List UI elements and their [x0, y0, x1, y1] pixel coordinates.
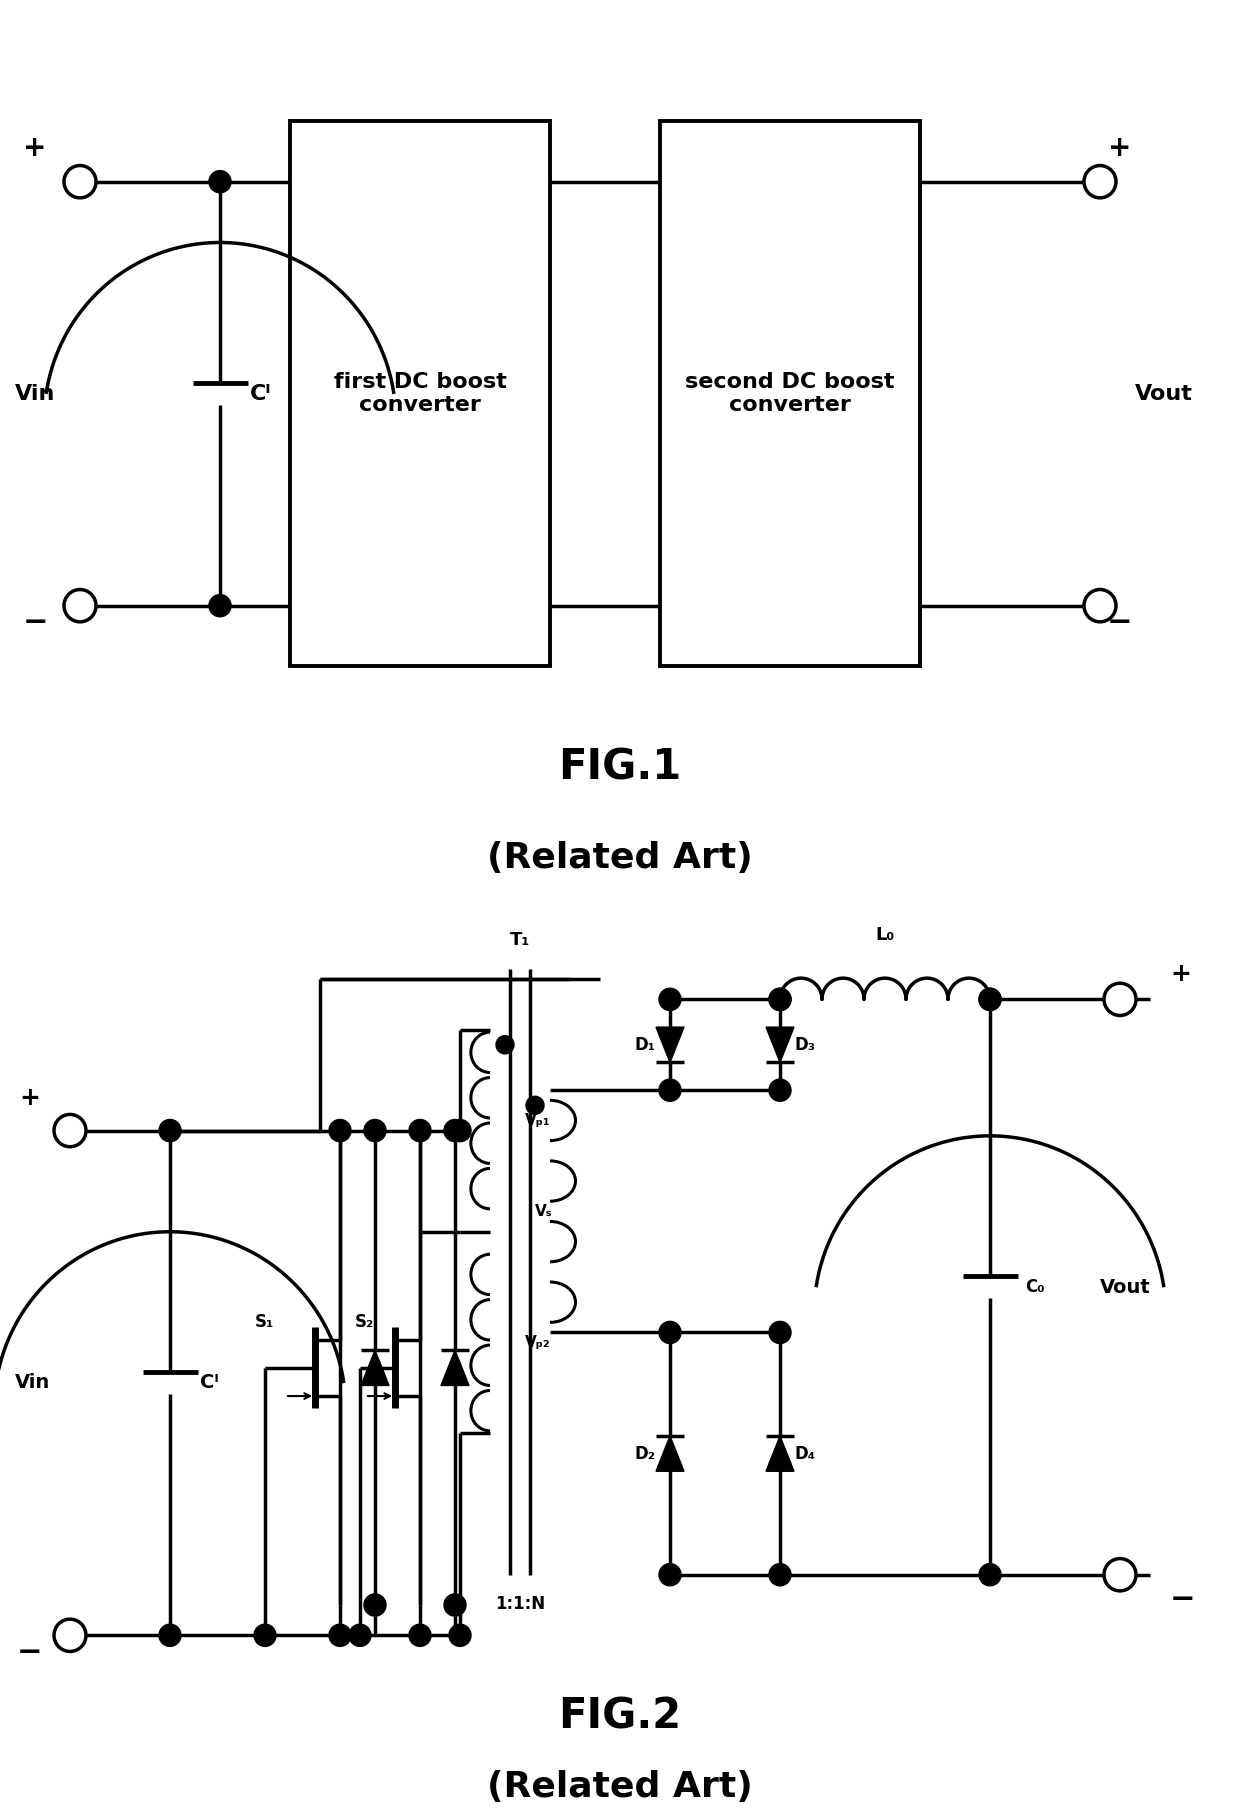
Text: Vₛ: Vₛ [534, 1205, 553, 1219]
Text: S₂: S₂ [355, 1314, 374, 1332]
Text: Vout: Vout [1135, 383, 1193, 403]
Text: (Related Art): (Related Art) [487, 841, 753, 876]
Polygon shape [361, 1350, 389, 1385]
Circle shape [254, 1624, 277, 1646]
Circle shape [769, 988, 791, 1010]
Text: T₁: T₁ [510, 930, 531, 948]
Circle shape [1104, 983, 1136, 1016]
Text: +: + [20, 1087, 41, 1110]
Circle shape [769, 1079, 791, 1101]
Text: Vin: Vin [15, 383, 56, 403]
Text: first DC boost
converter: first DC boost converter [334, 372, 506, 416]
Circle shape [329, 1119, 351, 1141]
Circle shape [329, 1624, 351, 1646]
Circle shape [64, 165, 95, 198]
Circle shape [1084, 165, 1116, 198]
Text: D₃: D₃ [795, 1036, 816, 1054]
Text: FIG.1: FIG.1 [558, 747, 682, 789]
Circle shape [409, 1119, 432, 1141]
Circle shape [444, 1594, 466, 1615]
Text: (Related Art): (Related Art) [487, 1770, 753, 1804]
Text: Cᴵ: Cᴵ [250, 383, 272, 403]
Circle shape [526, 1096, 544, 1114]
Text: +: + [24, 134, 47, 162]
Text: L₀: L₀ [875, 927, 894, 943]
Circle shape [1084, 589, 1116, 621]
Circle shape [658, 1564, 681, 1586]
Text: −: − [17, 1637, 42, 1666]
Text: D₂: D₂ [634, 1445, 655, 1463]
Text: Vₚ₁: Vₚ₁ [525, 1114, 551, 1128]
Circle shape [769, 1564, 791, 1586]
Text: C₀: C₀ [1025, 1277, 1044, 1296]
Text: +: + [1171, 963, 1190, 987]
Text: second DC boost
converter: second DC boost converter [686, 372, 895, 416]
Text: +: + [1109, 134, 1132, 162]
Text: Vin: Vin [15, 1374, 51, 1392]
Circle shape [409, 1624, 432, 1646]
Circle shape [1104, 1559, 1136, 1592]
Circle shape [55, 1619, 86, 1652]
Text: −: − [1171, 1586, 1195, 1615]
Text: −: − [1107, 609, 1133, 638]
Text: 1:1:N: 1:1:N [495, 1595, 546, 1613]
Text: D₄: D₄ [795, 1445, 816, 1463]
Circle shape [159, 1624, 181, 1646]
Polygon shape [656, 1027, 684, 1063]
Circle shape [64, 589, 95, 621]
Polygon shape [766, 1435, 794, 1472]
Circle shape [658, 988, 681, 1010]
Text: S₁: S₁ [255, 1314, 274, 1332]
Circle shape [210, 594, 231, 616]
Text: Cᴵ: Cᴵ [200, 1374, 219, 1392]
Text: D₁: D₁ [634, 1036, 655, 1054]
Polygon shape [441, 1350, 469, 1385]
Circle shape [496, 1036, 515, 1054]
Text: −: − [22, 609, 48, 638]
Bar [290, 122, 551, 667]
Text: Vₚ₂: Vₚ₂ [525, 1335, 551, 1350]
Circle shape [159, 1119, 181, 1141]
Circle shape [980, 988, 1001, 1010]
Circle shape [444, 1119, 466, 1141]
Polygon shape [656, 1435, 684, 1472]
Circle shape [658, 1321, 681, 1343]
Circle shape [449, 1119, 471, 1141]
Circle shape [55, 1114, 86, 1147]
Text: FIG.2: FIG.2 [558, 1695, 682, 1737]
Circle shape [348, 1624, 371, 1646]
Bar [660, 122, 920, 667]
Circle shape [210, 171, 231, 193]
Circle shape [365, 1594, 386, 1615]
Circle shape [769, 1321, 791, 1343]
Circle shape [365, 1119, 386, 1141]
Circle shape [769, 988, 791, 1010]
Circle shape [658, 1079, 681, 1101]
Circle shape [980, 1564, 1001, 1586]
Circle shape [449, 1624, 471, 1646]
Polygon shape [766, 1027, 794, 1063]
Text: Vout: Vout [1100, 1277, 1151, 1297]
Circle shape [980, 988, 1001, 1010]
